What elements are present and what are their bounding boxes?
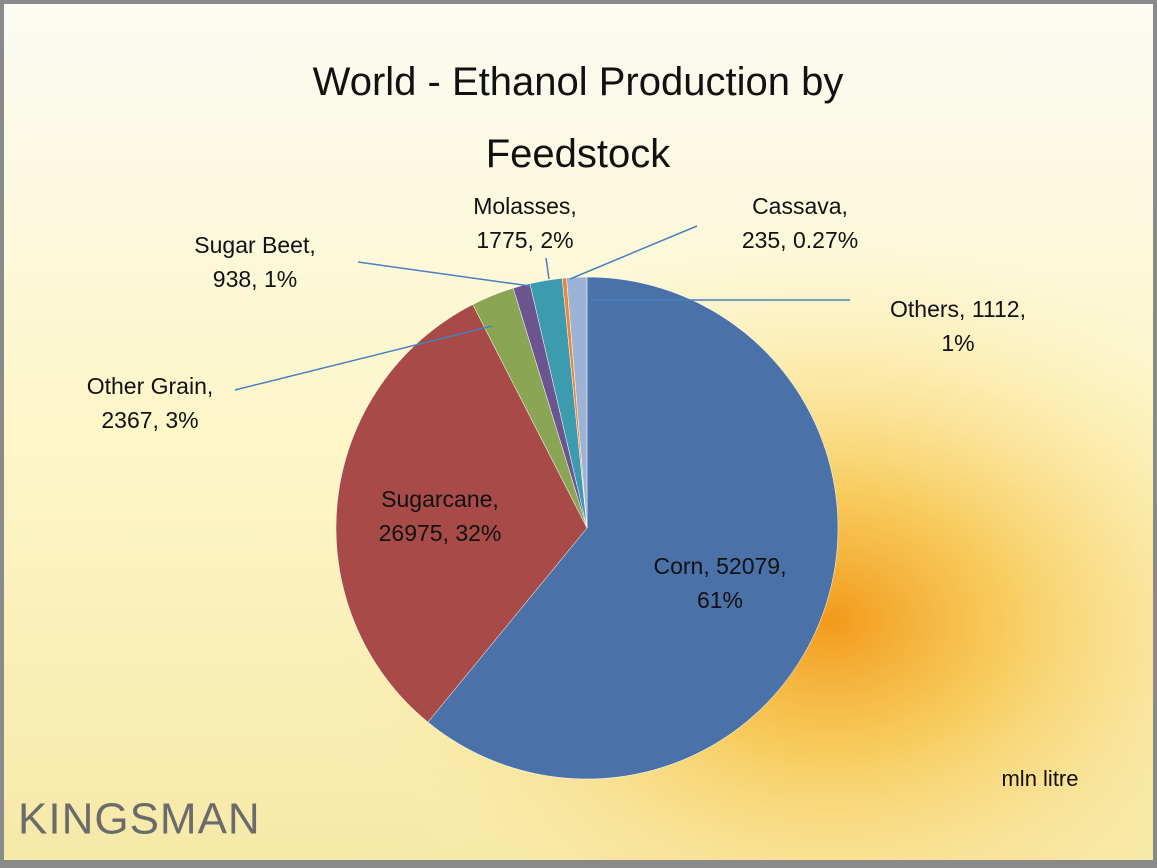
pie-slice [335, 304, 588, 723]
chart-title: World - Ethanol Production by Feedstock [313, 60, 844, 176]
data-label: Cassava, 235, 0.27% [742, 193, 858, 253]
data-label: Sugarcane, 26975, 32% [379, 486, 502, 546]
data-label: Molasses, 1775, 2% [473, 193, 577, 253]
pie-slice [566, 276, 588, 529]
data-label: Others, 1112, 1% [890, 296, 1026, 356]
leader-line [569, 225, 698, 280]
unit-note: mln litre [1001, 766, 1078, 791]
data-label: Sugar Beet, 938, 1% [194, 232, 315, 292]
pie-slice [427, 276, 839, 780]
logo: KINGSMAN [18, 795, 261, 844]
data-label: Other Grain, 2367, 3% [87, 373, 214, 433]
leader-line [545, 257, 550, 280]
data-label: Corn, 52079, 61% [654, 553, 787, 613]
leader-line [234, 325, 493, 391]
leader-line [357, 261, 531, 287]
